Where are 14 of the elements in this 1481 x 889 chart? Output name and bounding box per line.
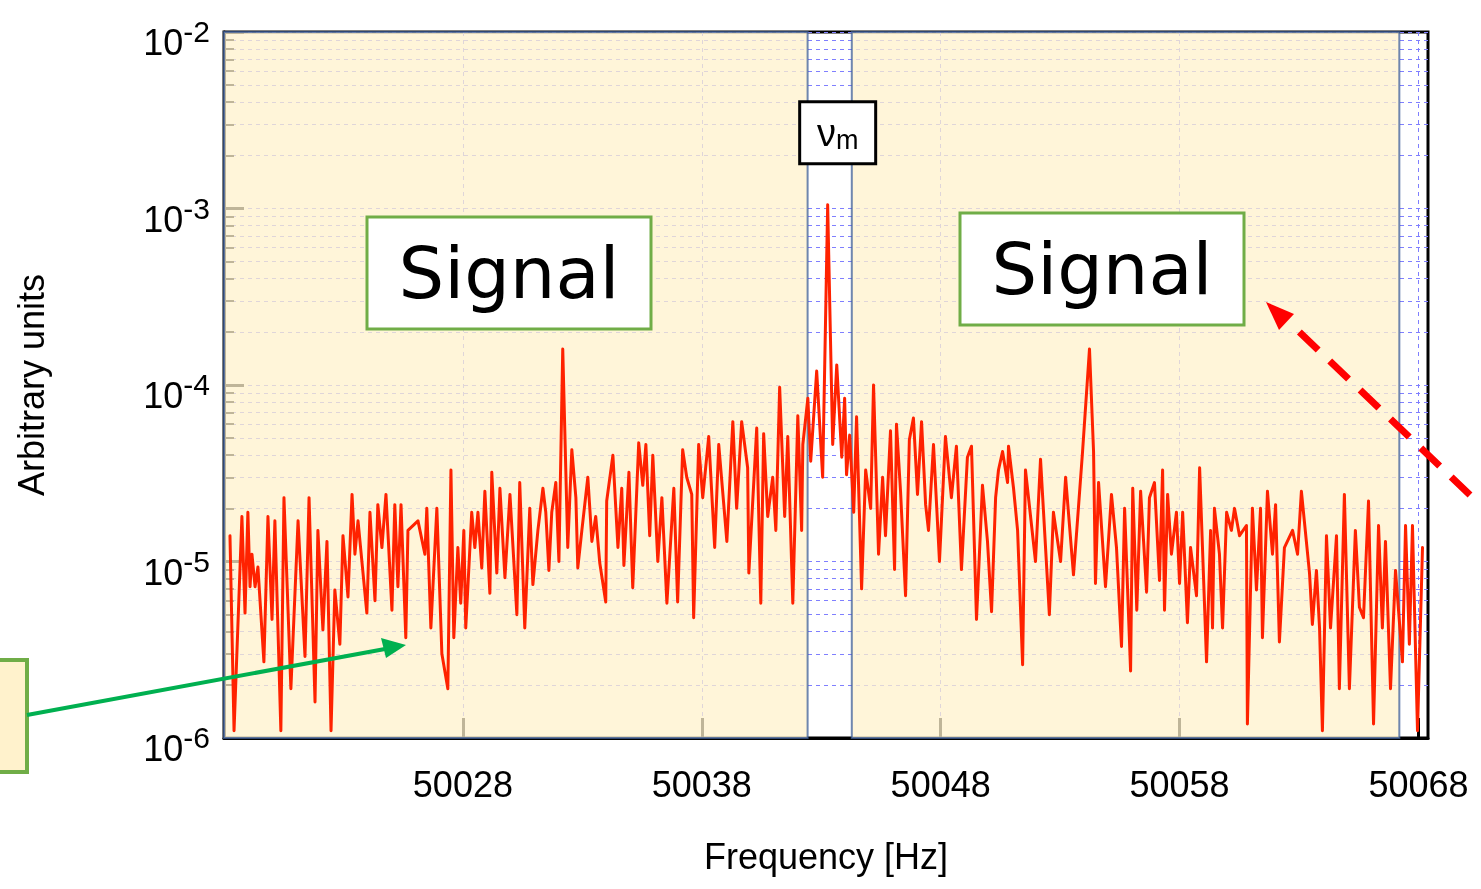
y-tick-label: 10$^{-6}$ [143, 720, 210, 769]
x-axis-title: Frequency [Hz] [703, 835, 949, 877]
y-tick-label: 10$^{-3}$ [143, 190, 210, 240]
annotation: Signal [991, 227, 1213, 311]
y-tick-label: 10$^{-2}$ [143, 14, 210, 63]
y-tick-label: 10$^{-5}$ [143, 543, 210, 593]
x-tick-label: 50028 [412, 763, 513, 805]
x-tick-label: 50048 [890, 763, 991, 805]
x-tick-label: 50058 [1129, 763, 1230, 805]
y-axis-title: Arbitrary units [10, 273, 52, 497]
y-tick-label: 10$^{-4}$ [143, 367, 210, 416]
x-tick-label: 50068 [1368, 763, 1469, 805]
x-tick-label: 50038 [651, 763, 752, 805]
annotation: Signal [398, 231, 620, 315]
